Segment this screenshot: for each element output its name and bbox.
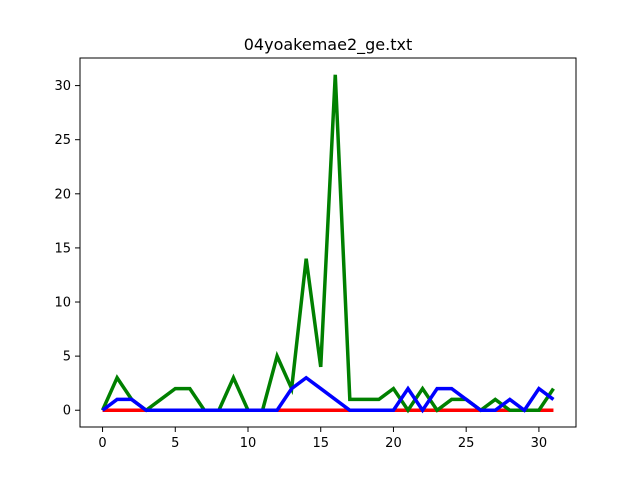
y-tick-label: 10 <box>54 296 71 311</box>
x-tick-label: 25 <box>458 436 475 451</box>
x-tick-label: 15 <box>312 436 329 451</box>
series-line-3 <box>101 375 555 414</box>
x-tick-label: 10 <box>240 436 257 451</box>
y-tick-label: 5 <box>63 350 71 365</box>
x-tick-label: 5 <box>171 436 179 451</box>
chart-title: 04yoakemae2_ge.txt <box>244 35 412 55</box>
y-tick-label: 0 <box>63 404 71 419</box>
plot-area: 0 5 10 15 20 25 30 0 5 10 15 20 25 30 <box>54 57 577 451</box>
x-tick-label: 20 <box>385 436 402 451</box>
x-tick-label: 30 <box>531 436 548 451</box>
y-tick-label: 30 <box>54 79 71 94</box>
y-tick-label: 15 <box>54 241 71 256</box>
axes-frame <box>79 57 577 428</box>
y-tick-label: 20 <box>54 187 71 202</box>
x-tick-label: 0 <box>98 436 106 451</box>
y-tick-label: 25 <box>54 133 71 148</box>
